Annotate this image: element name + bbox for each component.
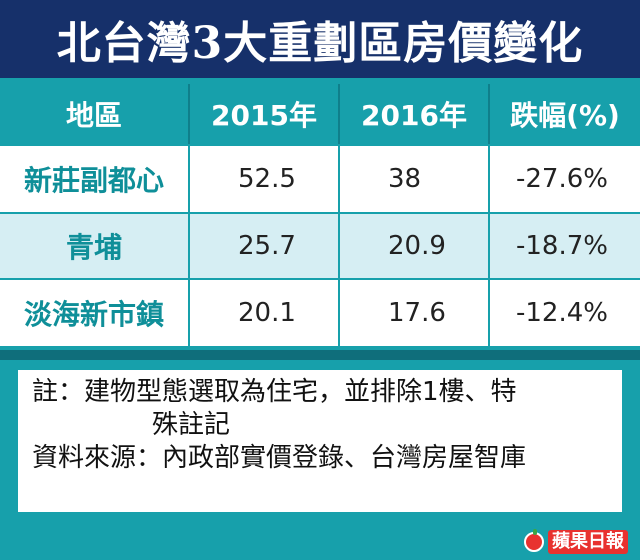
column-header-2016: 2016年 bbox=[340, 84, 490, 144]
note-line-1: 註：建物型態選取為住宅，並排除1樓、特 bbox=[32, 377, 517, 407]
table-row: 淡海新市鎮 20.1 17.6 -12.4% bbox=[0, 280, 640, 346]
price-2016-cell: 17.6 bbox=[340, 280, 490, 346]
change-cell: -18.7% bbox=[516, 231, 608, 261]
price-2016-cell: 20.9 bbox=[340, 214, 490, 278]
notes-panel: 註：建物型態選取為住宅，並排除1樓、特 殊註記 資料來源：內政部實價登錄、台灣房… bbox=[0, 360, 640, 560]
apple-daily-logo: 蘋果日報 bbox=[524, 529, 628, 554]
area-cell: 新莊副都心 bbox=[0, 146, 190, 212]
note-line-2: 殊註記 bbox=[152, 410, 231, 440]
table-row: 新莊副都心 52.5 38 -27.6% bbox=[0, 146, 640, 212]
price-2016-cell: 38 bbox=[340, 146, 490, 212]
apple-icon bbox=[524, 529, 544, 552]
page-title: 北台灣3大重劃區房價變化 bbox=[0, 0, 640, 78]
price-table: 地區 2015年 2016年 跌幅(%) 新莊副都心 52.5 38 -27.6… bbox=[0, 78, 640, 360]
area-cell: 淡海新市鎮 bbox=[0, 280, 190, 346]
table-row: 青埔 25.7 20.9 -18.7% bbox=[0, 214, 640, 278]
change-cell: -27.6% bbox=[516, 164, 608, 194]
source-line: 資料來源：內政部實價登錄、台灣房屋智庫 bbox=[32, 443, 527, 473]
logo-text: 蘋果日報 bbox=[548, 530, 628, 554]
area-cell: 青埔 bbox=[0, 214, 190, 278]
column-header-area: 地區 bbox=[0, 84, 190, 144]
notes-content: 註：建物型態選取為住宅，並排除1樓、特 殊註記 資料來源：內政部實價登錄、台灣房… bbox=[18, 370, 622, 512]
price-2015-cell: 20.1 bbox=[190, 280, 340, 346]
price-2015-cell: 52.5 bbox=[190, 146, 340, 212]
column-header-2015: 2015年 bbox=[190, 84, 340, 144]
change-cell: -12.4% bbox=[516, 298, 608, 328]
column-header-change: 跌幅(%) bbox=[510, 99, 620, 132]
table-header-row: 地區 2015年 2016年 跌幅(%) bbox=[0, 84, 640, 144]
price-2015-cell: 25.7 bbox=[190, 214, 340, 278]
